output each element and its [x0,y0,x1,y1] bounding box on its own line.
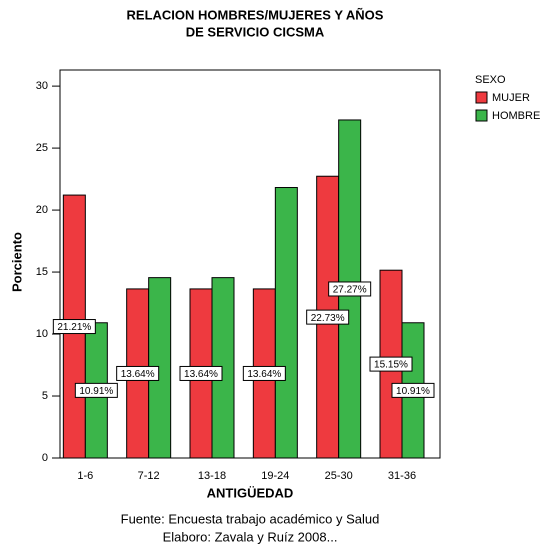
legend-label: MUJER [492,92,530,104]
legend-title: SEXO [475,74,506,86]
bar [274,187,298,459]
x-tick-label: 19-24 [261,470,289,482]
value-label-box [116,365,160,381]
y-tick-label: 5 [42,390,48,402]
value-label: 27.27% [333,285,367,296]
x-tick-label: 1-6 [77,470,93,482]
y-tick-label: 0 [42,452,48,464]
y-tick-label: 10 [36,328,48,340]
value-label-box [74,382,118,398]
legend-label: HOMBRE [492,110,540,122]
value-label: 10.91% [396,386,430,397]
value-label-box [242,365,286,381]
y-tick-label: 20 [36,204,48,216]
y-axis-label: Porciento [9,232,24,292]
y-tick-label: 30 [36,80,48,92]
value-label: 15.15% [374,360,408,371]
value-label: 22.73% [311,313,345,324]
footer: Fuente: Encuesta trabajo académico y Sal… [121,511,380,526]
value-label-box [52,319,96,335]
value-label: 13.64% [121,369,155,380]
legend-swatch [475,91,488,104]
chart-title: RELACION HOMBRES/MUJERES Y AÑOS [127,7,384,22]
value-label: 13.64% [184,369,218,380]
plot-frame [59,69,441,459]
value-label-box [179,365,223,381]
value-label-box [369,356,413,372]
value-label: 10.91% [79,386,113,397]
y-tick-label: 15 [36,266,48,278]
x-tick-label: 25-30 [325,470,353,482]
value-label-box [328,281,372,297]
footer: Elaboro: Zavala y Ruíz 2008... [163,529,338,544]
value-label: 13.64% [247,369,281,380]
x-tick-label: 13-18 [198,470,226,482]
chart-title: DE SERVICIO CICSMA [186,24,325,39]
value-label-box [306,309,350,325]
value-label: 21.21% [57,322,91,333]
y-tick-label: 25 [36,142,48,154]
x-axis-label: ANTIGÜEDAD [207,485,294,500]
x-tick-label: 31-36 [388,470,416,482]
x-tick-label: 7-12 [138,470,160,482]
value-label-box [391,382,435,398]
legend-swatch [475,109,488,122]
